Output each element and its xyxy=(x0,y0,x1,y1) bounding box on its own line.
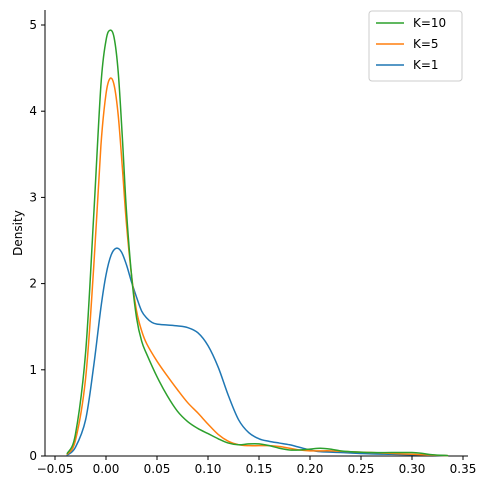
legend-items: K=10 K=5 K=1 xyxy=(376,16,446,72)
series-line-k-1 xyxy=(66,247,449,457)
axes xyxy=(44,10,468,457)
x-tick-label: 0.25 xyxy=(348,462,375,476)
y-tick-label: 0 xyxy=(29,449,37,463)
y-tick-label: 3 xyxy=(29,190,37,204)
y-ticks: 0 1 2 3 4 5 xyxy=(29,18,45,463)
x-tick-label: 0.00 xyxy=(93,462,120,476)
x-tick-label: 0.05 xyxy=(144,462,171,476)
y-axis-label: Density xyxy=(11,210,25,256)
legend-label: K=5 xyxy=(413,37,439,51)
y-tick-label: 4 xyxy=(29,104,37,118)
legend-label: K=10 xyxy=(413,16,446,30)
series-lines xyxy=(66,29,449,457)
legend-label: K=1 xyxy=(413,58,439,72)
x-tick-label: 0.20 xyxy=(297,462,324,476)
x-ticks: −0.05 0.00 0.05 0.10 0.15 0.20 0.25 0.30 0.35 xyxy=(37,456,477,476)
y-tick-label: 5 xyxy=(29,18,37,32)
y-tick-label: 2 xyxy=(29,277,37,291)
series-line-k-10 xyxy=(66,29,449,457)
x-tick-label: 0.35 xyxy=(450,462,477,476)
x-tick-label: 0.15 xyxy=(246,462,273,476)
y-tick-label: 1 xyxy=(29,363,37,377)
x-tick-label: 0.10 xyxy=(195,462,222,476)
legend: K=10 K=5 K=1 xyxy=(368,10,463,82)
legend-frame xyxy=(368,10,463,82)
x-tick-label: 0.30 xyxy=(399,462,426,476)
series-line-k-5 xyxy=(66,77,449,457)
x-tick-label: −0.05 xyxy=(37,462,74,476)
